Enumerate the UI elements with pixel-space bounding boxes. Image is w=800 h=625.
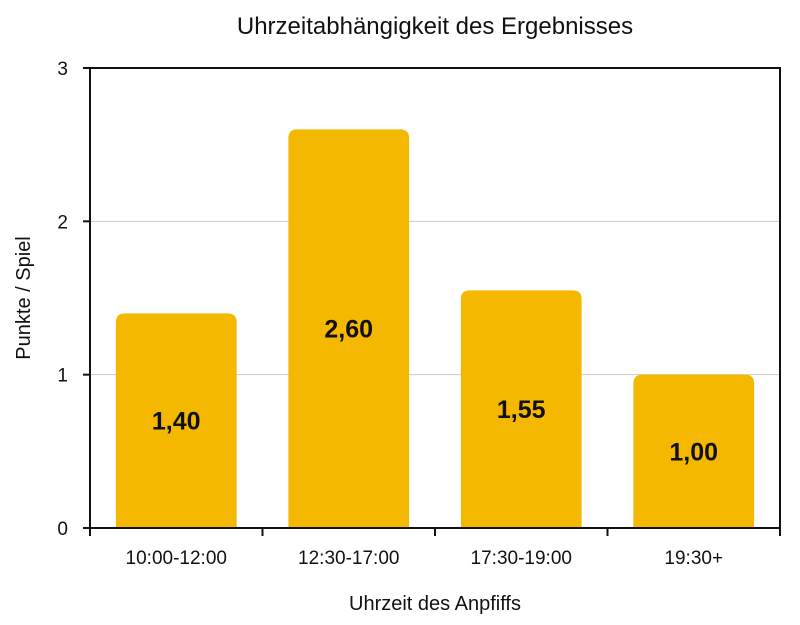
bar-value-label: 1,55 bbox=[497, 396, 546, 424]
bar-value-label: 1,00 bbox=[669, 438, 718, 466]
y-tick-label: 2 bbox=[57, 212, 68, 233]
y-tick-label: 3 bbox=[57, 59, 68, 80]
data-labels: 1,40 2,60 1,55 1,00 bbox=[152, 316, 718, 467]
x-tick-label: 12:30-17:00 bbox=[298, 548, 399, 569]
bars bbox=[115, 129, 755, 529]
y-axis-label: Punkte / Spiel bbox=[13, 236, 35, 359]
y-tick-label: 1 bbox=[57, 366, 68, 387]
bar bbox=[288, 129, 410, 529]
y-tick-label: 0 bbox=[57, 519, 68, 540]
bar bbox=[633, 374, 755, 528]
bar-value-label: 2,60 bbox=[324, 316, 373, 344]
bar-value-label: 1,40 bbox=[152, 408, 201, 436]
x-tick-label: 10:00-12:00 bbox=[126, 548, 227, 569]
x-tick-label: 19:30+ bbox=[664, 548, 723, 569]
chart-title: Uhrzeitabhängigkeit des Ergebnisses bbox=[237, 13, 633, 40]
bar bbox=[460, 290, 582, 528]
x-axis-label: Uhrzeit des Anpfiffs bbox=[349, 593, 521, 615]
plot-frame bbox=[89, 67, 781, 529]
x-tick-label: 17:30-19:00 bbox=[471, 548, 572, 569]
bar bbox=[115, 313, 237, 528]
axes: 0 1 2 3 10:00-12:00 12:30-17:00 17:30-19:00 19:… bbox=[57, 59, 781, 569]
